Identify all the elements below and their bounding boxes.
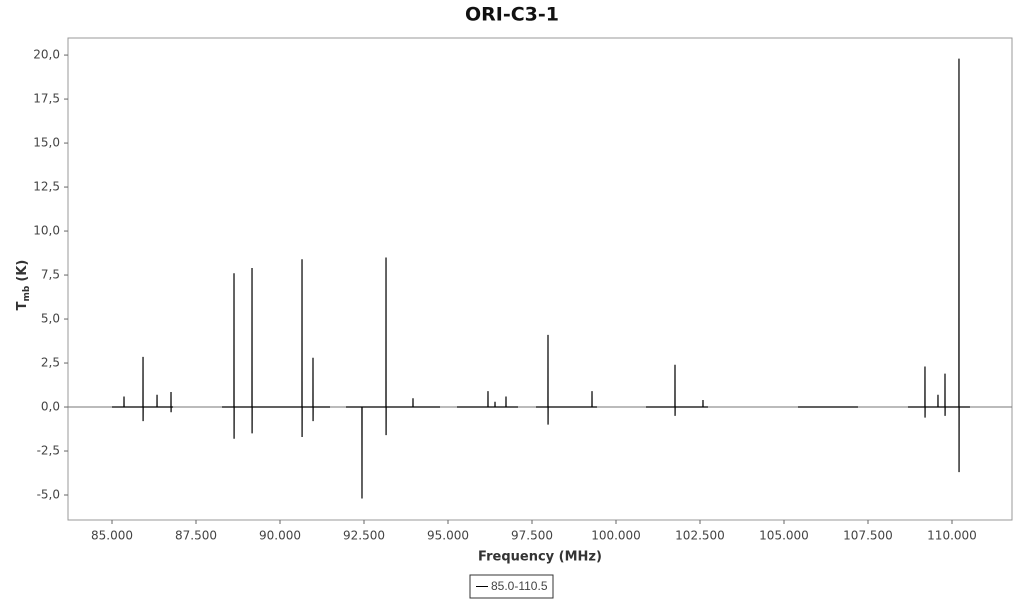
legend-box: [469, 574, 554, 599]
y-tick-label: 10,0: [33, 224, 60, 238]
x-tick-label: 97.500: [511, 529, 553, 543]
y-tick-label: -5,0: [37, 488, 60, 502]
y-axis-title-sub: mb: [22, 285, 32, 301]
y-tick-label: 15,0: [33, 136, 60, 150]
y-axis-title-unit: (K): [15, 260, 30, 282]
x-tick-label: 110.000: [927, 529, 977, 543]
y-axis-title: Tmb (K): [15, 260, 32, 311]
y-tick-label: 0,0: [41, 400, 60, 414]
spectrum-line: [112, 58, 970, 499]
plot-frame: [67, 37, 1013, 521]
x-axis-title: Frequency (MHz): [478, 550, 602, 565]
y-tick-label: 7,5: [41, 268, 60, 282]
chart-title: ORI-C3-1: [465, 4, 559, 26]
y-tick-label: 12,5: [33, 180, 60, 194]
y-tick-label: 20,0: [33, 48, 60, 62]
y-tick-label: 17,5: [33, 92, 60, 106]
x-tick-label: 107.500: [843, 529, 893, 543]
x-tick-label: 102.500: [675, 529, 725, 543]
x-tick-label: 87.500: [175, 529, 217, 543]
x-tick-label: 85.000: [91, 529, 133, 543]
legend-label: 85.0-110.5: [491, 579, 548, 593]
y-tick-label: 5,0: [41, 312, 60, 326]
x-tick-label: 95.000: [427, 529, 469, 543]
x-tick-label: 90.000: [259, 529, 301, 543]
x-tick-label: 105.000: [759, 529, 809, 543]
x-tick-label: 92.500: [343, 529, 385, 543]
y-tick-label: -2,5: [37, 444, 60, 458]
x-tick-label: 100.000: [591, 529, 641, 543]
y-axis-title-main: T: [15, 301, 30, 310]
y-tick-label: 2,5: [41, 356, 60, 370]
